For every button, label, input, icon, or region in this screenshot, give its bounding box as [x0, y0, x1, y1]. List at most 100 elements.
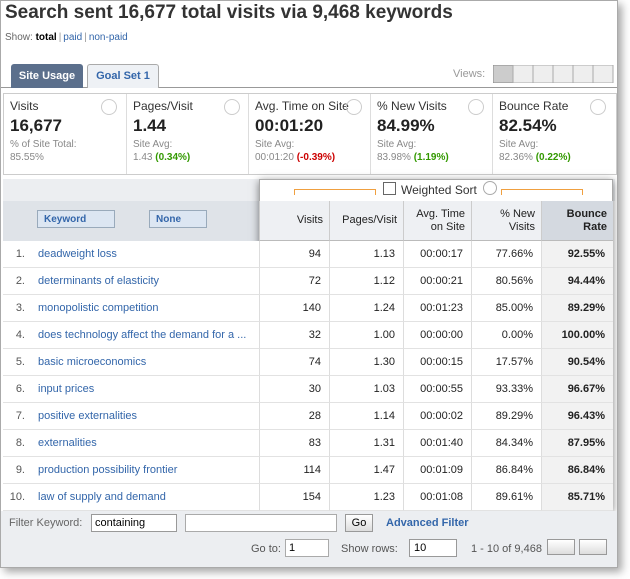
row-number: 5. [15, 356, 25, 368]
metric-cell: 00:00:17 [403, 241, 471, 268]
metric-sub-label: Site Avg: [377, 139, 417, 150]
keyword-link[interactable]: production possibility frontier [38, 464, 178, 476]
row-number: 2. [15, 275, 25, 287]
metric-cell: 00:00:55 [403, 376, 471, 403]
advanced-filter-link[interactable]: Advanced Filter [386, 517, 469, 529]
help-icon[interactable] [483, 181, 497, 195]
go-button[interactable]: Go [345, 514, 373, 532]
metric-cell: 28 [259, 403, 329, 430]
help-icon[interactable] [224, 99, 240, 115]
metric-cell: 00:01:40 [403, 430, 471, 457]
filter-mode-select[interactable]: containing [91, 514, 177, 532]
metric-cell: 1.12 [329, 268, 403, 295]
row-number: 6. [15, 383, 25, 395]
show-option[interactable]: non-paid [88, 32, 128, 43]
sort-line [501, 189, 583, 195]
metric-cell: 00:01:08 [403, 484, 471, 511]
keyword-link[interactable]: monopolistic competition [38, 302, 159, 314]
row-bg [3, 295, 259, 322]
row-number: 9. [15, 464, 25, 476]
metric-cell: 1.23 [329, 484, 403, 511]
metric-value: 84.99% [377, 116, 435, 135]
goto-label: Go to: [251, 543, 281, 555]
column-header[interactable]: Pages/Visit [329, 201, 403, 241]
metric-cell: 1.24 [329, 295, 403, 322]
row-bg [3, 484, 259, 511]
metric-cell: 77.66% [471, 241, 541, 268]
metric-sub: 82.36% (0.22%) [499, 152, 571, 163]
next-button[interactable] [579, 539, 607, 555]
metric-label: Pages/Visit [133, 99, 193, 113]
help-icon[interactable] [346, 99, 362, 115]
metric-cell: 86.84% [541, 457, 613, 484]
column-header[interactable]: Visits [259, 201, 329, 241]
column-header[interactable]: Bounce Rate [541, 201, 613, 241]
metric-site-value: 83.98% [377, 152, 411, 163]
keyword-link[interactable]: law of supply and demand [38, 491, 166, 503]
show-rows-select[interactable]: 10 [409, 539, 457, 557]
row-bg [3, 322, 259, 349]
metric-cell: 85.00% [471, 295, 541, 322]
row-bg [3, 268, 259, 295]
metric-cell: 0.00% [471, 322, 541, 349]
metric-site-value: 85.55% [10, 152, 44, 163]
metric-cell: 00:00:02 [403, 403, 471, 430]
tab[interactable]: Goal Set 1 [87, 64, 159, 88]
metric-cell: 93.33% [471, 376, 541, 403]
row-bg [3, 376, 259, 403]
metric-sub-label: Site Avg: [499, 139, 539, 150]
column-header[interactable]: % New Visits [471, 201, 541, 241]
summary-box: Visits 16,677 % of Site Total: 85.55% Pages/… [3, 93, 617, 175]
prev-button[interactable] [547, 539, 575, 555]
tab[interactable]: Site Usage [11, 64, 83, 88]
keyword-link[interactable]: does technology affect the demand for a … [38, 329, 247, 341]
separator: | [84, 32, 87, 43]
row-number: 3. [15, 302, 25, 314]
help-icon[interactable] [590, 99, 606, 115]
metric-cell: 83 [259, 430, 329, 457]
metric-cell: 89.29% [471, 403, 541, 430]
views-label: Views: [453, 68, 486, 80]
metric-cell: 1.14 [329, 403, 403, 430]
tab-baseline [1, 87, 617, 88]
metric-cell: 17.57% [471, 349, 541, 376]
keyword-link[interactable]: input prices [38, 383, 95, 395]
summary-metric: Bounce Rate 82.54% Site Avg: 82.36% (0.22%) [492, 94, 614, 174]
keyword-link[interactable]: basic microeconomics [38, 356, 147, 368]
separator: | [58, 32, 62, 43]
keyword-link[interactable]: externalities [38, 437, 97, 449]
metric-cell: 1.13 [329, 241, 403, 268]
column-header[interactable]: Avg. Time on Site [403, 201, 471, 241]
show-option[interactable]: paid [63, 32, 83, 43]
metric-cell: 00:00:15 [403, 349, 471, 376]
metric-value: 16,677 [10, 116, 62, 135]
dimension-button[interactable]: Keyword [37, 210, 115, 228]
sort-line [294, 189, 376, 195]
view-icon[interactable] [592, 65, 614, 83]
metric-sub-label: Site Avg: [255, 139, 295, 150]
row-bg [3, 349, 259, 376]
show-label: Show: [5, 32, 33, 43]
help-icon[interactable] [101, 99, 117, 115]
metric-cell: 84.34% [471, 430, 541, 457]
row-number: 10. [9, 491, 25, 503]
filter-input[interactable] [185, 514, 337, 532]
metric-cell: 89.61% [471, 484, 541, 511]
metric-label: % New Visits [377, 99, 447, 113]
goto-input[interactable]: 1 [285, 539, 329, 557]
row-bg [3, 457, 259, 484]
metric-sub-label: % of Site Total: [10, 139, 77, 150]
show-option[interactable]: total [35, 32, 57, 43]
dimension-button[interactable]: None [149, 210, 207, 228]
weighted-sort-checkbox[interactable] [383, 182, 396, 195]
keyword-link[interactable]: determinants of elasticity [38, 275, 160, 287]
data-table: Weighted Sort Keyword None Visits Pages/Visi… [1, 1, 617, 567]
keyword-link[interactable]: deadweight loss [38, 248, 117, 260]
metric-cell: 1.30 [329, 349, 403, 376]
metric-cell: 100.00% [541, 322, 613, 349]
metric-change: (1.19%) [413, 152, 449, 163]
metric-cell: 74 [259, 349, 329, 376]
keyword-link[interactable]: positive externalities [38, 410, 138, 422]
help-icon[interactable] [468, 99, 484, 115]
report-page: Search sent 16,677 total visits via 9,46… [0, 0, 618, 568]
